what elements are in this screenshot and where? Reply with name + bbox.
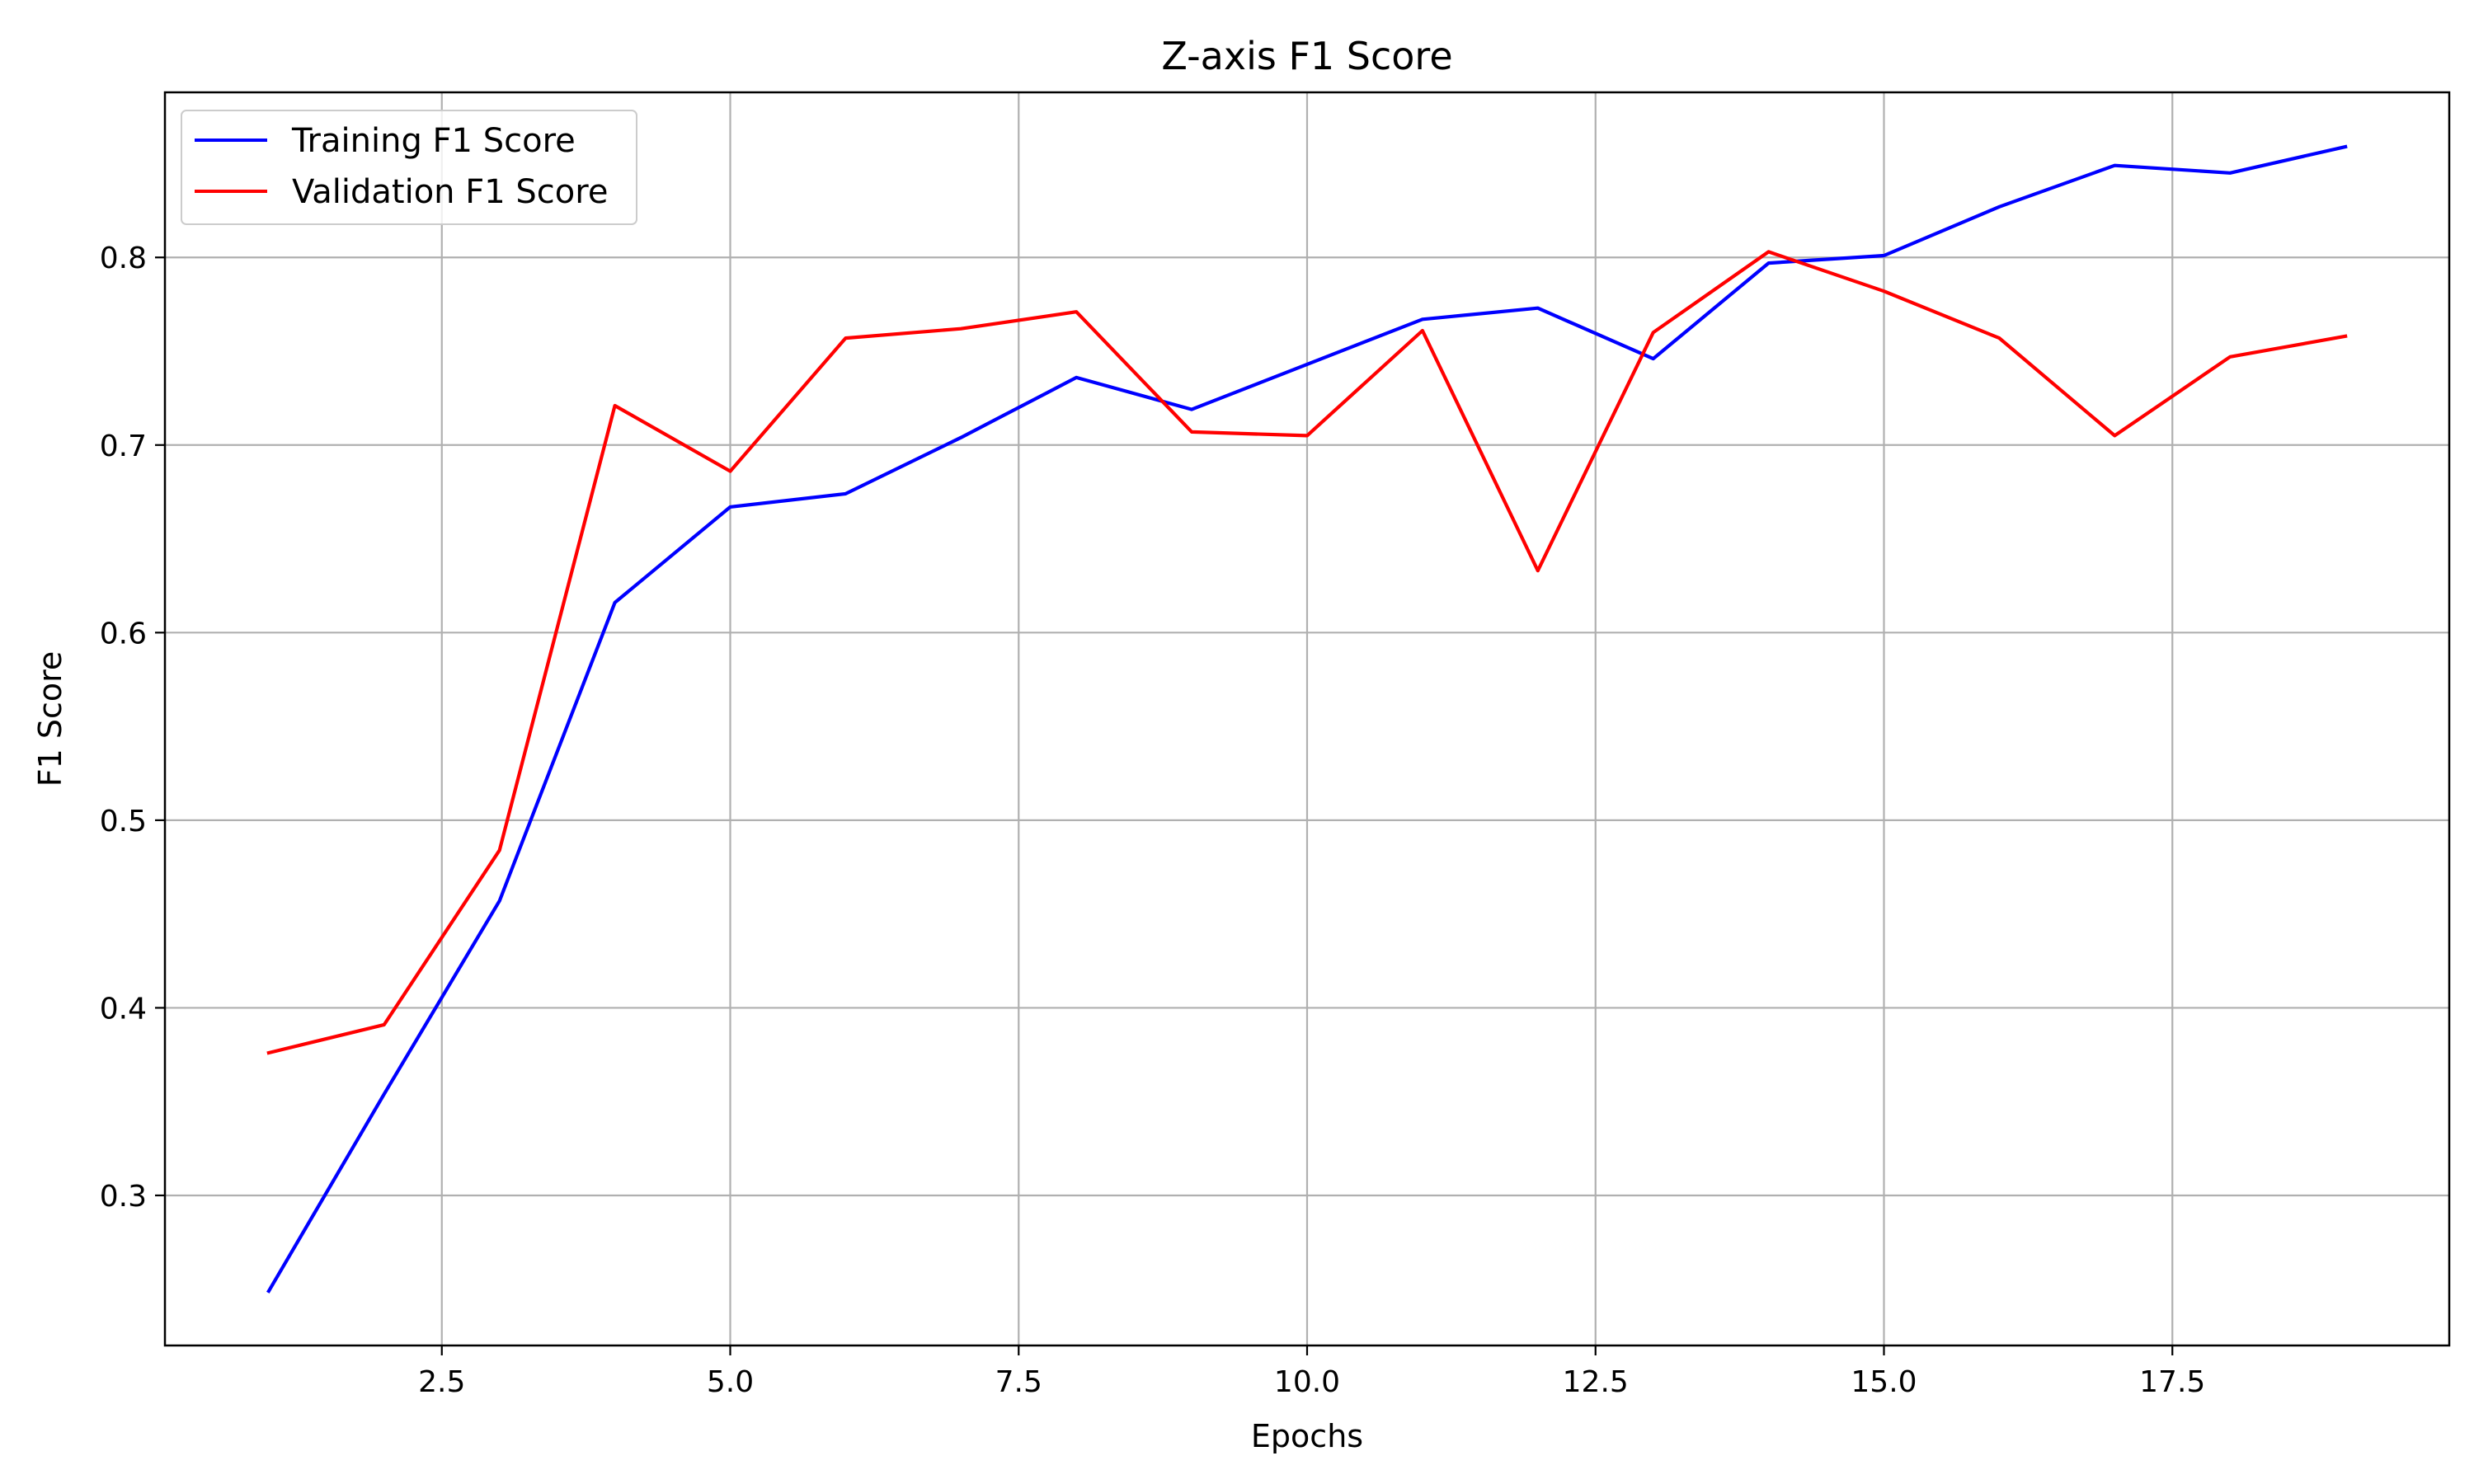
x-tick-label: 5.0 bbox=[707, 1365, 754, 1399]
series-line-validation bbox=[266, 250, 2348, 1055]
axis-ticks: 2.5 5.0 7.5 10.0 12.5 15.0 17.5 0.3 0.4 0.5 0.6 0.7… bbox=[100, 242, 2206, 1399]
series-lines bbox=[266, 144, 2348, 1294]
x-tick-label: 7.5 bbox=[995, 1365, 1042, 1399]
series-line-training bbox=[266, 144, 2348, 1294]
y-tick-label: 0.3 bbox=[100, 1180, 147, 1214]
legend-label-training: Training F1 Score bbox=[291, 122, 576, 160]
y-tick-label: 0.6 bbox=[100, 617, 147, 650]
x-tick-label: 17.5 bbox=[2139, 1365, 2205, 1399]
y-axis-label: F1 Score bbox=[32, 651, 68, 787]
x-tick-label: 10.0 bbox=[1274, 1365, 1340, 1399]
x-tick-label: 15.0 bbox=[1851, 1365, 1917, 1399]
x-tick-label: 2.5 bbox=[418, 1365, 465, 1399]
grid bbox=[165, 92, 2449, 1345]
y-tick-label: 0.5 bbox=[100, 805, 147, 838]
legend-box bbox=[181, 110, 637, 225]
x-axis-label: Epochs bbox=[1251, 1418, 1363, 1454]
y-tick-label: 0.8 bbox=[100, 242, 147, 275]
legend-label-validation: Validation F1 Score bbox=[292, 173, 608, 211]
y-tick-label: 0.4 bbox=[100, 992, 147, 1026]
y-tick-label: 0.7 bbox=[100, 430, 147, 463]
x-tick-label: 12.5 bbox=[1563, 1365, 1629, 1399]
legend: Training F1 Score Validation F1 Score bbox=[181, 110, 637, 225]
chart-title: Z-axis F1 Score bbox=[1161, 34, 1452, 78]
